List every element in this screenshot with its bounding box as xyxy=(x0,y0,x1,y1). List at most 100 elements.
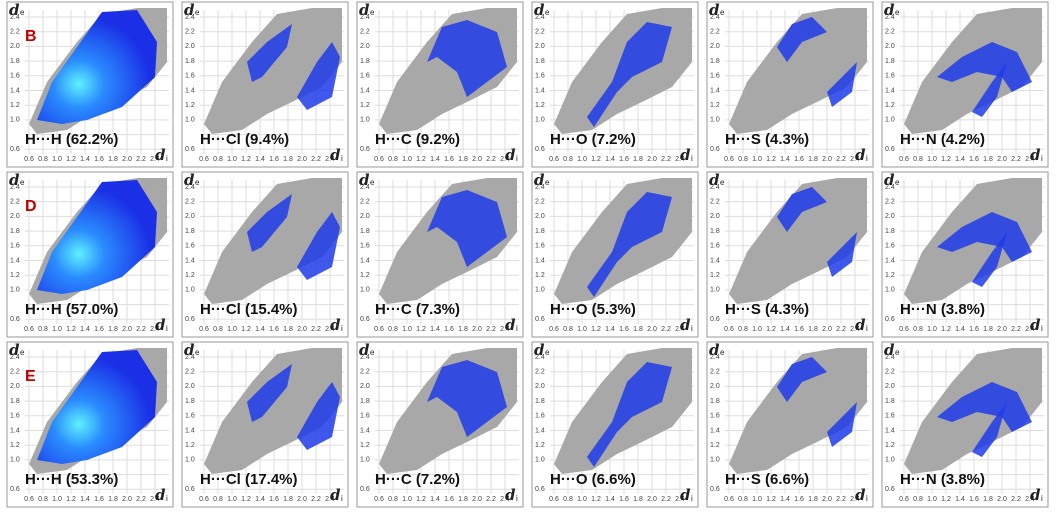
x-tick-label: 1.0 xyxy=(577,156,587,163)
y-tick-label: 1.2 xyxy=(535,102,545,109)
y-axis-label-sub: e xyxy=(545,348,550,357)
x-tick-label: 1.0 xyxy=(227,156,237,163)
x-tick-label: 1.2 xyxy=(941,156,951,163)
x-axis-label-sub: i xyxy=(341,154,343,163)
y-tick-label: 0.6 xyxy=(710,146,720,153)
x-tick-label: 1.6 xyxy=(269,156,279,163)
x-tick-label: 2.0 xyxy=(472,496,482,503)
y-tick-label: 1.4 xyxy=(885,427,895,434)
x-tick-label: 1.2 xyxy=(416,496,426,503)
x-tick-label: 2.0 xyxy=(122,156,132,163)
y-tick-label: 2.0 xyxy=(185,383,195,390)
x-tick-label: 1.2 xyxy=(66,156,76,163)
x-tick-label: 2.4 xyxy=(675,496,685,503)
x-axis-label-sub: i xyxy=(166,494,168,503)
x-tick-label: 2.0 xyxy=(122,496,132,503)
contact-region xyxy=(427,20,507,97)
x-tick-label: 1.6 xyxy=(94,496,104,503)
y-tick-label: 1.6 xyxy=(885,243,895,250)
contact-region xyxy=(587,362,672,467)
y-tick-label: 2.0 xyxy=(10,383,20,390)
contact-region xyxy=(427,360,507,437)
x-tick-label: 1.4 xyxy=(955,326,965,333)
y-axis-label: d xyxy=(534,341,545,359)
x-tick-label: 2.2 xyxy=(836,326,846,333)
x-tick-label: 1.8 xyxy=(283,156,293,163)
y-axis-label: d xyxy=(359,341,370,359)
x-tick-label: 1.6 xyxy=(969,496,979,503)
panel-label: H···Cl (9.4%) xyxy=(200,131,289,148)
contact-region xyxy=(937,42,1032,92)
y-tick-label: 2.2 xyxy=(885,199,895,206)
x-tick-label: 1.6 xyxy=(794,496,804,503)
x-tick-label: 2.0 xyxy=(472,156,482,163)
x-tick-label: 1.6 xyxy=(969,326,979,333)
x-tick-label: 0.8 xyxy=(38,156,48,163)
y-tick-label: 1.6 xyxy=(10,73,20,80)
y-tick-label: 2.4 xyxy=(885,14,895,21)
x-tick-label: 1.4 xyxy=(255,496,265,503)
y-axis-label-sub: e xyxy=(895,348,900,357)
x-tick-label: 1.8 xyxy=(108,496,118,503)
x-tick-label: 2.2 xyxy=(136,326,146,333)
x-axis-label-sub: i xyxy=(691,324,693,333)
y-tick-label: 1.0 xyxy=(885,117,895,124)
y-tick-label: 1.0 xyxy=(710,457,720,464)
x-tick-label: 2.2 xyxy=(836,496,846,503)
panel-label: H···C (9.2%) xyxy=(375,131,460,148)
y-tick-label: 2.0 xyxy=(535,383,545,390)
contact-region xyxy=(247,194,292,252)
y-tick-label: 1.4 xyxy=(535,427,545,434)
x-tick-label: 0.8 xyxy=(563,326,573,333)
contact-region xyxy=(297,382,340,450)
row-label: D xyxy=(25,198,37,215)
y-tick-label: 1.8 xyxy=(710,228,720,235)
x-tick-label: 0.6 xyxy=(549,496,559,503)
y-tick-label: 1.0 xyxy=(535,117,545,124)
y-tick-label: 2.2 xyxy=(535,199,545,206)
y-tick-label: 1.6 xyxy=(10,413,20,420)
x-axis-label: d xyxy=(680,146,691,164)
y-tick-label: 1.6 xyxy=(710,413,720,420)
x-tick-label: 1.8 xyxy=(108,156,118,163)
y-tick-label: 1.0 xyxy=(10,117,20,124)
x-tick-label: 1.6 xyxy=(444,156,454,163)
y-tick-label: 1.4 xyxy=(885,87,895,94)
y-tick-label: 1.6 xyxy=(535,73,545,80)
x-tick-label: 2.4 xyxy=(850,326,860,333)
y-axis-label: d xyxy=(884,1,895,19)
x-tick-label: 2.0 xyxy=(297,156,307,163)
panel-label: H···C (7.2%) xyxy=(375,471,460,488)
x-tick-label: 1.4 xyxy=(780,156,790,163)
x-tick-label: 0.6 xyxy=(549,156,559,163)
fingerprint-panel: 2.4 2.2 2.0 1.8 1.6 1.4 1.2 1.0 0.6 0.6 0.8 1.0 1.2 1… xyxy=(6,171,174,338)
x-tick-label: 0.6 xyxy=(199,156,209,163)
y-tick-label: 2.0 xyxy=(885,383,895,390)
y-tick-label: 2.2 xyxy=(185,29,195,36)
x-tick-label: 2.4 xyxy=(325,496,335,503)
y-tick-label: 1.4 xyxy=(885,257,895,264)
contact-region xyxy=(297,42,340,110)
y-tick-label: 1.2 xyxy=(710,102,720,109)
gray-region xyxy=(204,178,342,304)
contact-region xyxy=(427,190,507,267)
x-axis-label-sub: i xyxy=(341,494,343,503)
y-tick-label: 1.2 xyxy=(710,272,720,279)
y-tick-label: 1.6 xyxy=(885,73,895,80)
y-axis-label-sub: e xyxy=(370,178,375,187)
x-tick-label: 1.2 xyxy=(591,326,601,333)
y-axis-label-sub: e xyxy=(195,178,200,187)
x-tick-label: 1.2 xyxy=(241,326,251,333)
y-axis-label: d xyxy=(184,1,195,19)
x-tick-label: 0.8 xyxy=(213,326,223,333)
contact-region xyxy=(247,364,292,422)
y-tick-label: 0.6 xyxy=(710,486,720,493)
x-tick-label: 2.0 xyxy=(297,326,307,333)
x-tick-label: 1.8 xyxy=(808,156,818,163)
x-tick-label: 0.6 xyxy=(899,156,909,163)
x-tick-label: 1.6 xyxy=(444,496,454,503)
x-tick-label: 2.0 xyxy=(647,496,657,503)
y-tick-label: 2.4 xyxy=(10,184,20,191)
y-tick-label: 2.0 xyxy=(535,213,545,220)
x-axis-label: d xyxy=(855,486,866,504)
